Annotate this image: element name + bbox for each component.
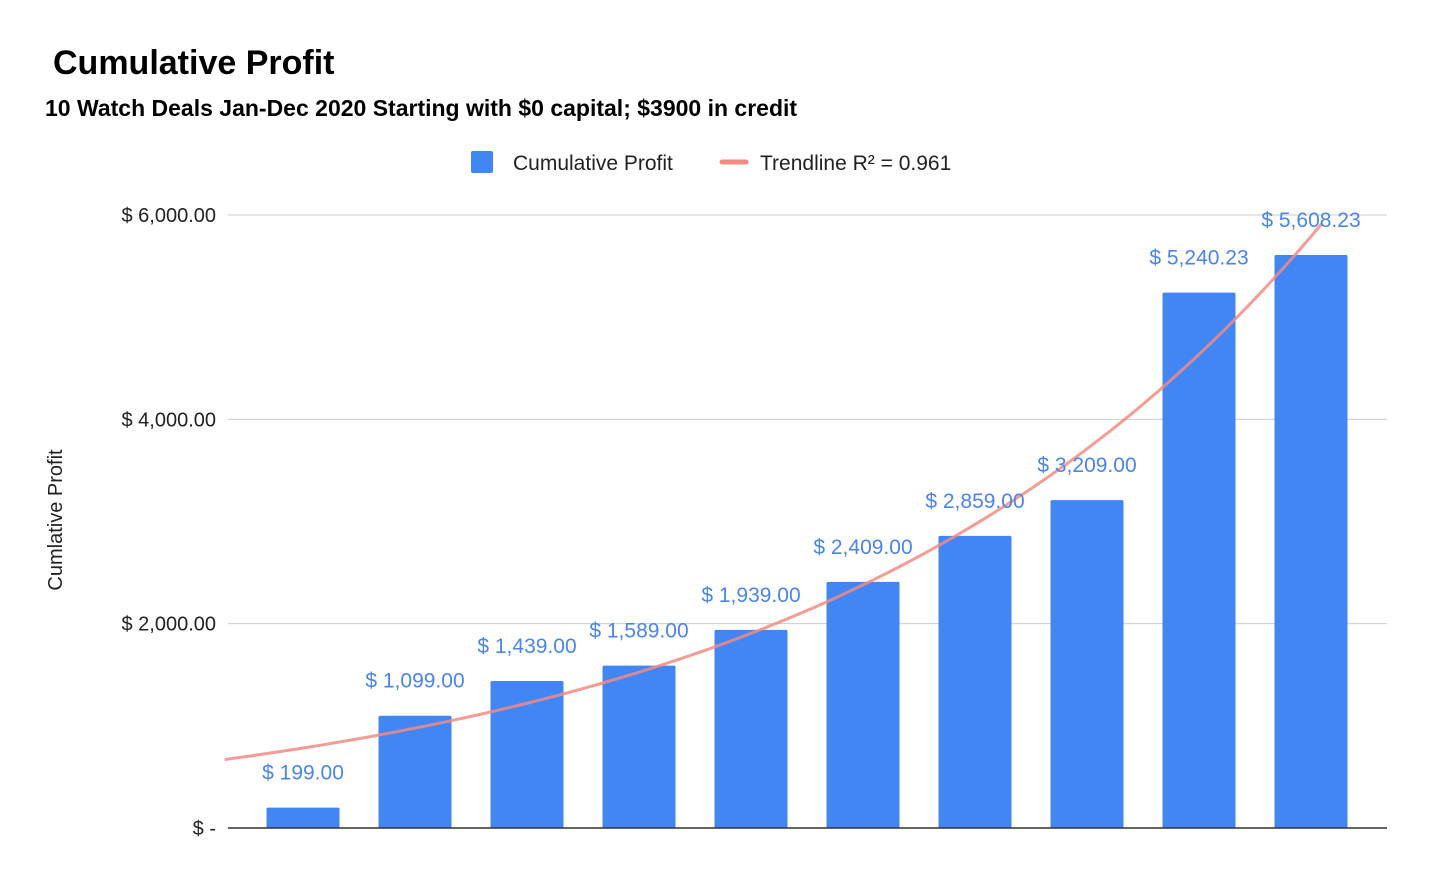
- chart-title: Cumulative Profit: [53, 44, 334, 82]
- bar: [826, 581, 900, 828]
- bar: [490, 680, 564, 828]
- bar-value-label: $ 5,608.23: [1261, 209, 1360, 232]
- chart-subtitle: 10 Watch Deals Jan-Dec 2020 Starting wit…: [45, 95, 797, 121]
- y-axis-ticks: $ - $ 2,000.00 $ 4,000.00 $ 6,000.00: [121, 205, 216, 840]
- bar-value-label: $ 1,439.00: [477, 635, 576, 658]
- bar-value-label: $ 1,589.00: [589, 620, 688, 643]
- y-tick-label: $ 2,000.00: [121, 614, 216, 636]
- legend-swatch-bar: [471, 151, 493, 173]
- bar: [1050, 500, 1124, 828]
- bar: [1274, 255, 1348, 829]
- legend-label-series: Cumulative Profit: [513, 152, 673, 175]
- bar-value-label: $ 2,859.00: [925, 490, 1024, 513]
- y-tick-label: $ 6,000.00: [121, 205, 216, 227]
- y-tick-label: $ -: [193, 818, 216, 840]
- bar-value-label: $ 3,209.00: [1037, 454, 1136, 477]
- bar-value-label: $ 1,099.00: [365, 670, 464, 693]
- bar-value-label: $ 5,240.23: [1149, 247, 1248, 270]
- legend-label-trendline: Trendline R² = 0.961: [760, 152, 951, 175]
- bar-value-label: $ 2,409.00: [813, 536, 912, 559]
- legend: Cumulative Profit Trendline R² = 0.961: [471, 151, 951, 175]
- bar: [266, 807, 340, 828]
- bar: [938, 535, 1012, 828]
- trendline: [224, 222, 1324, 762]
- y-axis-title: Cumlative Profit: [45, 449, 67, 591]
- data-labels: $ 199.00 $ 1,099.00 $ 1,439.00 $ 1,589.00 $ …: [262, 209, 1361, 785]
- bar-value-label: $ 199.00: [262, 762, 344, 785]
- bar: [602, 665, 676, 828]
- bar: [714, 629, 788, 828]
- bar: [378, 715, 452, 828]
- bar: [1162, 292, 1236, 828]
- y-tick-label: $ 4,000.00: [121, 409, 216, 431]
- bar-value-label: $ 1,939.00: [701, 584, 800, 607]
- bar-series: [266, 255, 1348, 829]
